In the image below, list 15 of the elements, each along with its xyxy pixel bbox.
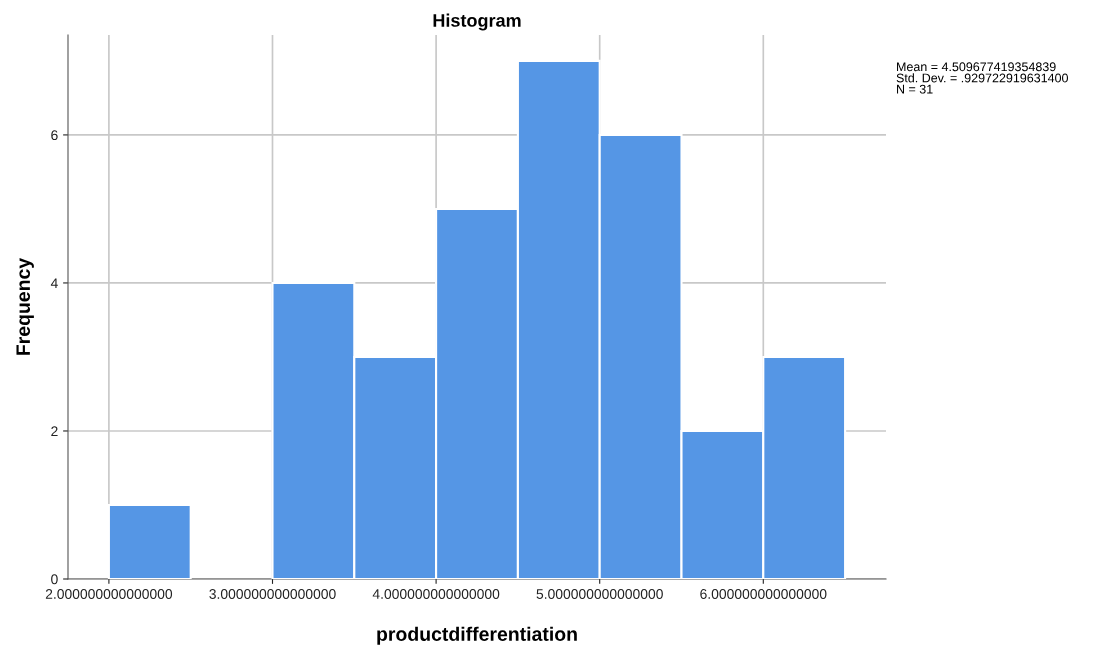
y-tick-label: 0 <box>51 574 58 585</box>
x-tick-label: 4.000000000000000 <box>372 589 500 599</box>
text: N = 31 <box>897 84 933 94</box>
x-tick-label: 3.000000000000000 <box>209 589 336 599</box>
text: Mean = 4.509677419354839 <box>897 62 1056 72</box>
y-axis-title: Frequency <box>16 257 34 355</box>
y-tick-label: 4 <box>50 278 58 288</box>
x-tick-label: 5.000000000000000 <box>536 589 663 599</box>
y-tick-label: 6 <box>51 130 58 141</box>
text: Std. Dev. = .929722919631400 <box>896 73 1068 83</box>
x-axis-title: productdifferentiation <box>377 626 577 645</box>
x-tick-label: 2.000000000000000 <box>45 589 173 599</box>
chart-title: Histogram <box>433 13 521 31</box>
y-tick-label: 2 <box>51 426 58 437</box>
x-tick-label: 6.000000000000000 <box>700 589 827 599</box>
